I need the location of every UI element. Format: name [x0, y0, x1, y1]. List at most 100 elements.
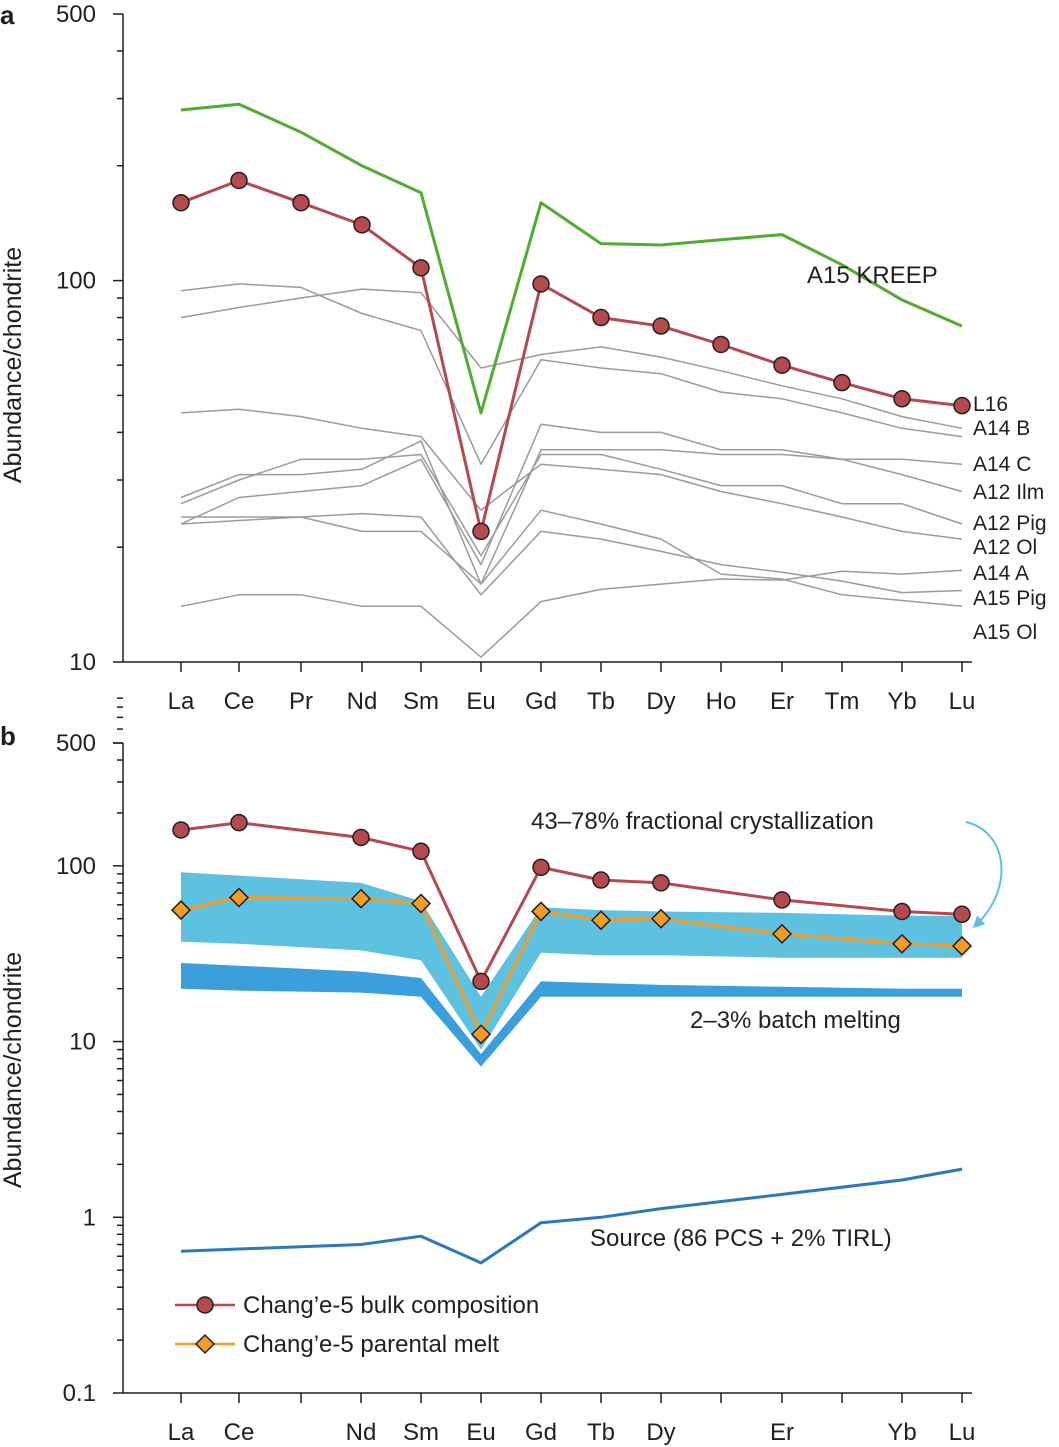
- panel-a-series-chang-e-5-bulk-composition: [180, 179, 963, 533]
- panel-b-point-chang-e-5-bulk-composition: [773, 891, 791, 909]
- panel-a-x-tick-label: Tm: [825, 688, 860, 715]
- panel-a-x-tick-label: Pr: [289, 688, 313, 715]
- panel-a-x-tick-label: Dy: [646, 688, 675, 715]
- panel-a-label-a14-c: A14 C: [973, 453, 1031, 476]
- label-batch-melting: 2–3% batch melting: [690, 1007, 901, 1034]
- panel-b-point-chang-e-5-parental-melt: [410, 893, 432, 914]
- panel-a-y-axis-label: Abundance/chondrite: [0, 247, 27, 483]
- label-a15-kreep: A15 KREEP: [807, 262, 938, 289]
- panel-b-point-chang-e-5-bulk-composition: [532, 858, 550, 877]
- panel-a-point-chang-e-5-bulk-composition: [532, 275, 550, 293]
- panel-b-x-tick-label: Dy: [646, 1419, 675, 1446]
- panel-b-x-tick-label: Ce: [224, 1419, 255, 1446]
- panel-a-label-a15-ol: A15 Ol: [973, 621, 1037, 644]
- panel-b-x-tick-label: Eu: [466, 1419, 495, 1446]
- legend-bulk-label: Chang’e-5 bulk composition: [243, 1292, 539, 1319]
- legend-melt-label: Chang’e-5 parental melt: [243, 1331, 499, 1358]
- panel-a-point-chang-e-5-bulk-composition: [292, 193, 310, 212]
- legend: Chang’e-5 bulk composition Chang’e-5 par…: [175, 1292, 539, 1358]
- panel-b-point-chang-e-5-parental-melt: [590, 910, 612, 931]
- panel-a-series-a12-pig: [180, 423, 963, 566]
- panel-b-y-tick-label: 0.1: [63, 1380, 96, 1407]
- panel-a-x-tick-label: La: [168, 688, 195, 715]
- panel-a-series-a12-ilm: [180, 453, 963, 557]
- panel-a-label-a14-a: A14 A: [973, 562, 1029, 585]
- panel-a-point-chang-e-5-bulk-composition: [893, 390, 911, 408]
- panel-b-band-2-3-batch-melting: [181, 963, 962, 1067]
- panel-a-label-a15-pig: A15 Pig: [973, 587, 1047, 610]
- panel-a-point-chang-e-5-bulk-composition: [773, 356, 791, 374]
- panel-a-x-tick-label: Eu: [466, 688, 495, 715]
- panel-b-band-43-78-fractional-crystallization: [181, 872, 962, 1050]
- panel-b-point-chang-e-5-parental-melt: [170, 900, 192, 921]
- panel-b-point-chang-e-5-bulk-composition: [230, 813, 248, 832]
- panel-a-series-a14-a: [181, 509, 963, 608]
- panel-a: 10 100 500 La Ce Pr Nd Sm Eu Gd Tb Dy Ho Er Tm Yb Lu L16…: [0, 1, 1047, 715]
- panel-b-point-chang-e-5-parental-melt: [470, 1024, 492, 1045]
- panel-b-point-chang-e-5-bulk-composition: [652, 874, 670, 892]
- panel-b-x-tick-label: Lu: [949, 1419, 976, 1446]
- panel-a-x-tick-label: Gd: [525, 688, 557, 715]
- panel-b-y-axis-label: Abundance/chondrite: [0, 952, 27, 1188]
- panel-a-label-a12-ol: A12 Ol: [973, 536, 1037, 559]
- panel-a-label-l16: L16: [973, 393, 1008, 416]
- panel-a-point-chang-e-5-bulk-composition: [592, 308, 610, 327]
- panel-b-x-tick-label: La: [168, 1419, 195, 1446]
- legend-melt-marker: [194, 1333, 216, 1355]
- panel-a-point-chang-e-5-bulk-composition: [472, 522, 490, 541]
- panel-a-x-tick-label: Sm: [403, 688, 439, 715]
- panel-a-point-chang-e-5-bulk-composition: [712, 335, 730, 354]
- panel-b-y-tick-label: 1: [83, 1204, 96, 1231]
- panel-a-y-tick-label: 100: [56, 268, 96, 295]
- annotation-arrow: [965, 821, 1003, 929]
- panel-b-point-chang-e-5-parental-melt: [530, 901, 552, 922]
- panel-b-series-source-86-pcs-2-tirl: [180, 1167, 963, 1265]
- panel-b: 0.1 1 10 100 500 La Ce Nd Sm Eu Gd Tb Dy Er Yb Lu Abund…: [0, 697, 1003, 1446]
- panel-a-x-tick-label: Tb: [587, 688, 615, 715]
- panel-a-y-tick-label: 500: [56, 1, 96, 28]
- panel-b-x-tick-label: Nd: [346, 1419, 377, 1446]
- label-fractional-crystallization: 43–78% fractional crystallization: [531, 808, 874, 835]
- panel-a-series-a15-kreep: [180, 102, 963, 415]
- panel-a-label-a14-b: A14 B: [973, 417, 1030, 440]
- panel-a-point-chang-e-5-bulk-composition: [230, 171, 248, 190]
- panel-b-y-tick-label: 500: [56, 730, 96, 757]
- panel-b-x-tick-label: Tb: [587, 1419, 615, 1446]
- panel-b-point-chang-e-5-parental-melt: [891, 933, 913, 954]
- panel-a-x-tick-label: Lu: [949, 688, 976, 715]
- panel-b-point-chang-e-5-parental-melt: [228, 887, 250, 908]
- panel-b-y-tick-label: 100: [56, 853, 96, 880]
- panel-a-point-chang-e-5-bulk-composition: [172, 193, 190, 212]
- panel-a-x-tick-label: Ho: [706, 688, 737, 715]
- panel-b-point-chang-e-5-bulk-composition: [472, 972, 490, 991]
- panel-b-y-tick-label: 10: [69, 1029, 96, 1056]
- panel-a-point-chang-e-5-bulk-composition: [412, 259, 430, 277]
- panel-b-point-chang-e-5-bulk-composition: [953, 905, 971, 924]
- panel-a-point-chang-e-5-bulk-composition: [833, 373, 851, 392]
- panel-a-label-a12-pig: A12 Pig: [973, 512, 1047, 535]
- panel-b-point-chang-e-5-parental-melt: [951, 935, 973, 957]
- panel-a-point-chang-e-5-bulk-composition: [652, 317, 670, 335]
- panel-a-point-chang-e-5-bulk-composition: [953, 396, 971, 415]
- panel-a-series-a12-ol: [180, 408, 963, 540]
- panel-a-series-a15-ol: [180, 569, 963, 658]
- panel-a-point-chang-e-5-bulk-composition: [353, 216, 371, 234]
- panel-b-point-chang-e-5-bulk-composition: [592, 871, 610, 889]
- label-source: Source (86 PCS + 2% TIRL): [590, 1225, 892, 1252]
- panel-b-point-chang-e-5-bulk-composition: [352, 828, 370, 847]
- panel-a-series-a14-c: [180, 440, 963, 585]
- panel-b-point-chang-e-5-parental-melt: [350, 888, 372, 909]
- panel-a-y-tick-label: 10: [69, 649, 96, 676]
- panel-b-point-chang-e-5-parental-melt: [650, 908, 672, 929]
- panel-a-series-l16: [180, 288, 963, 430]
- panel-b-point-chang-e-5-bulk-composition: [412, 842, 430, 861]
- panel-b-point-chang-e-5-bulk-composition: [172, 821, 190, 839]
- panel-a-x-tick-label: Ce: [224, 688, 255, 715]
- panel-b-x-tick-label: Yb: [887, 1419, 916, 1446]
- panel-a-x-tick-label: Yb: [887, 688, 916, 715]
- panel-b-x-tick-label: Sm: [403, 1419, 439, 1446]
- panel-b-point-chang-e-5-bulk-composition: [893, 902, 911, 921]
- legend-bulk-marker: [196, 1296, 214, 1314]
- panel-a-x-tick-label: Er: [770, 688, 794, 715]
- panel-b-x-tick-label: Er: [770, 1419, 794, 1446]
